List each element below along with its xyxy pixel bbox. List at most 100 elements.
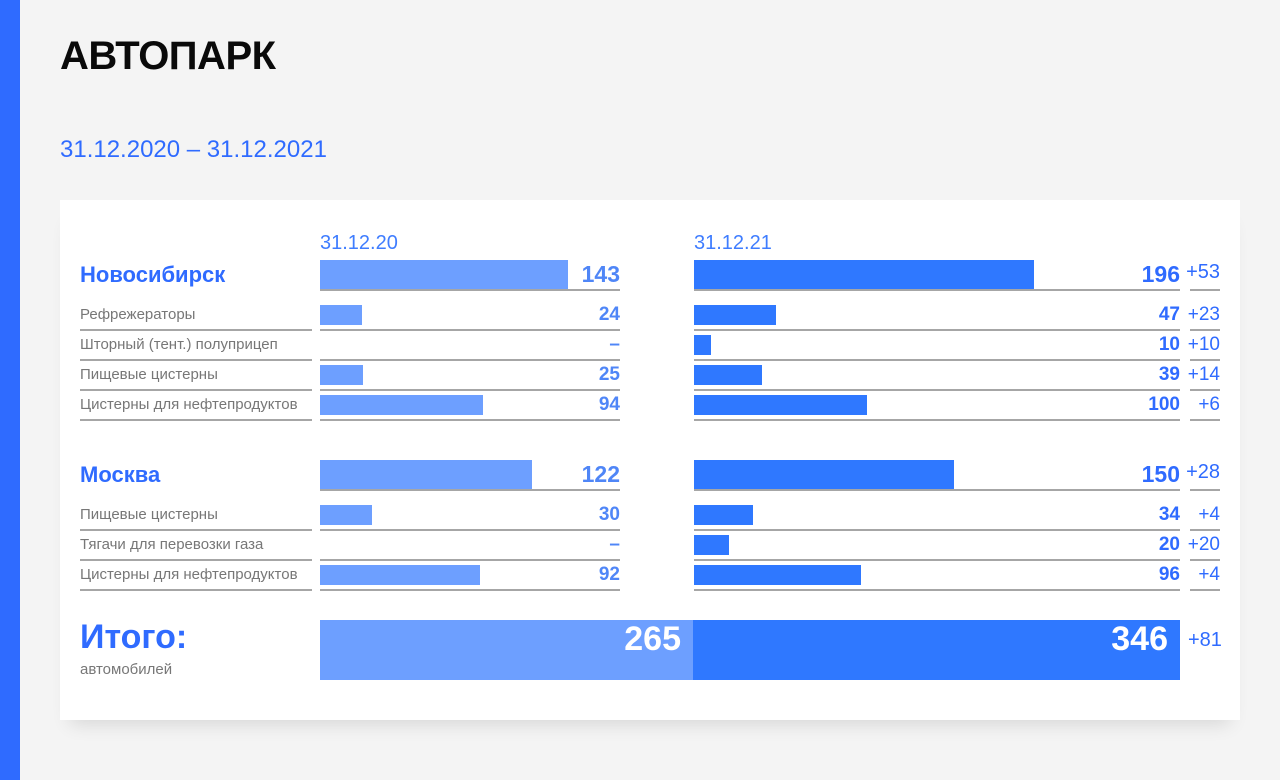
value-diff: +23	[1187, 304, 1220, 325]
divider-diff	[1190, 489, 1220, 491]
group-title: Москва	[80, 462, 161, 487]
row-label: Пищевые цистерны	[80, 506, 218, 523]
value-2021: 47	[1158, 304, 1180, 325]
total-value-2020: 265	[624, 620, 681, 658]
divider-2021	[694, 359, 1180, 361]
value-diff: +14	[1187, 364, 1220, 385]
divider-diff	[1190, 389, 1220, 391]
column-header-2020: 31.12.20	[320, 232, 398, 254]
divider-2021	[694, 329, 1180, 331]
row-label: Цистерны для нефтепродуктов	[80, 396, 298, 413]
bar-2020	[320, 260, 568, 290]
value-diff: +6	[1198, 394, 1220, 415]
divider-2021	[694, 529, 1180, 531]
value-2020: –	[609, 534, 620, 555]
divider-label	[80, 329, 312, 331]
group-row-novosibirsk: Новосибирск 143 196 +53	[0, 260, 1280, 291]
bar-2021	[694, 335, 711, 355]
table-row: Шторный (тент.) полуприцеп – 10 +10	[0, 330, 1280, 361]
divider-2020	[320, 529, 620, 531]
bar-2020	[320, 460, 532, 490]
bar-2021	[694, 395, 867, 415]
value-2021: 96	[1158, 564, 1180, 585]
row-label: Цистерны для нефтепродуктов	[80, 566, 298, 583]
divider-diff	[1190, 289, 1220, 291]
row-label: Шторный (тент.) полуприцеп	[80, 336, 278, 353]
group-row-moscow: Москва 122 150 +28	[0, 460, 1280, 491]
bar-2021	[694, 460, 954, 490]
divider-2020	[320, 329, 620, 331]
total-diff: +81	[1188, 629, 1222, 651]
row-label: Рефрежераторы	[80, 306, 196, 323]
value-diff: +20	[1187, 534, 1220, 555]
accent-stripe	[0, 0, 20, 780]
divider-label	[80, 529, 312, 531]
total-bar-2020	[320, 620, 693, 680]
table-row: Тягачи для перевозки газа – 20 +20	[0, 530, 1280, 561]
bar-2020	[320, 565, 480, 585]
divider-2021	[694, 419, 1180, 421]
divider-2021	[694, 489, 1180, 491]
value-diff: +10	[1187, 334, 1220, 355]
divider-label	[80, 359, 312, 361]
divider-2020	[320, 359, 620, 361]
value-2020: 25	[598, 364, 620, 385]
divider-label	[80, 559, 312, 561]
total-label: Итого:	[80, 618, 188, 656]
bar-2020	[320, 505, 372, 525]
divider-2021	[694, 559, 1180, 561]
value-2020: –	[609, 334, 620, 355]
bar-2021	[694, 535, 729, 555]
value-2020: 92	[598, 564, 620, 585]
period-label: 31.12.2020 – 31.12.2021	[60, 136, 327, 163]
value-2021: 10	[1158, 334, 1180, 355]
divider-diff	[1190, 359, 1220, 361]
divider-diff	[1190, 419, 1220, 421]
value-2020: 122	[581, 461, 620, 487]
value-2020: 24	[598, 304, 620, 325]
divider-2020	[320, 389, 620, 391]
value-2020: 30	[598, 504, 620, 525]
divider-2021	[694, 389, 1180, 391]
table-row: Цистерны для нефтепродуктов 94 100 +6	[0, 390, 1280, 421]
divider-diff	[1190, 559, 1220, 561]
value-2021: 150	[1141, 461, 1180, 487]
bar-2021	[694, 505, 753, 525]
value-diff: +28	[1186, 461, 1220, 483]
bar-2020	[320, 305, 362, 325]
table-row: Рефрежераторы 24 47 +23	[0, 300, 1280, 331]
value-2021: 34	[1158, 504, 1180, 525]
page-title: АВТОПАРК	[60, 34, 276, 78]
bar-2021	[694, 365, 762, 385]
row-label: Пищевые цистерны	[80, 366, 218, 383]
column-header-2021: 31.12.21	[694, 232, 772, 254]
divider-2020	[320, 489, 620, 491]
value-2021: 39	[1158, 364, 1180, 385]
value-diff: +53	[1186, 261, 1220, 283]
value-2020: 143	[581, 261, 620, 287]
divider-label	[80, 419, 312, 421]
bar-2021	[694, 305, 776, 325]
group-title: Новосибирск	[80, 262, 226, 287]
table-row: Пищевые цистерны 25 39 +14	[0, 360, 1280, 391]
bar-2020	[320, 365, 363, 385]
total-bar-2021	[693, 620, 1180, 680]
bar-2021	[694, 260, 1034, 290]
divider-diff	[1190, 529, 1220, 531]
bar-2021	[694, 565, 861, 585]
divider-diff	[1190, 329, 1220, 331]
value-2021: 196	[1141, 261, 1180, 287]
divider-2020	[320, 419, 620, 421]
value-diff: +4	[1198, 564, 1220, 585]
value-diff: +4	[1198, 504, 1220, 525]
divider-label	[80, 389, 312, 391]
total-value-2021: 346	[1111, 620, 1168, 658]
bar-2020	[320, 395, 483, 415]
divider-label	[80, 589, 312, 591]
total-sublabel: автомобилей	[80, 661, 173, 678]
value-2021: 100	[1148, 394, 1180, 415]
value-2021: 20	[1158, 534, 1180, 555]
table-row: Пищевые цистерны 30 34 +4	[0, 500, 1280, 531]
divider-diff	[1190, 589, 1220, 591]
divider-2020	[320, 289, 620, 291]
